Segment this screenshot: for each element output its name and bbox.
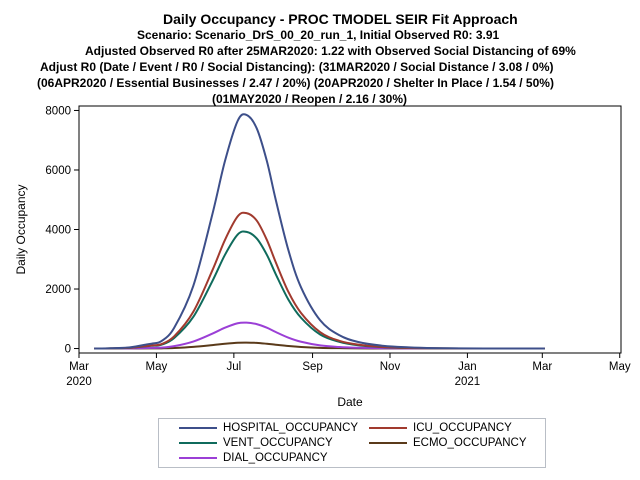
chart-subtitle-adjust-r0: Adjust R0 (Date / Event / R0 / Social Di… [40, 60, 554, 74]
legend-item-ecmo: ECMO_OCCUPANCY [369, 437, 527, 449]
x-tick-sublabel: 2020 [66, 376, 92, 388]
legend-swatch-vent [179, 442, 217, 444]
x-axis-label: Date [337, 395, 363, 409]
x-tick-label: May [146, 361, 168, 373]
x-tick-label: Mar [532, 361, 552, 373]
x-tick-label: Nov [380, 361, 401, 373]
legend-item-dial: DIAL_OCCUPANCY [179, 452, 328, 464]
x-tick-label: Sep [302, 361, 322, 373]
legend-swatch-dial [179, 457, 217, 459]
legend-label-vent: VENT_OCCUPANCY [223, 437, 333, 449]
y-tick-label: 4000 [45, 225, 71, 237]
legend-label-ecmo: ECMO_OCCUPANCY [413, 437, 527, 449]
x-tick-label: May [609, 361, 631, 373]
series-line-icu-occupancy [94, 211, 545, 350]
x-tick-label: Mar [69, 361, 89, 373]
y-tick-label: 0 [65, 344, 71, 356]
legend-label-icu: ICU_OCCUPANCY [413, 422, 512, 434]
legend-swatch-icu [369, 427, 407, 429]
legend-item-icu: ICU_OCCUPANCY [369, 422, 512, 434]
chart-subtitle-scenario: Scenario: Scenario_DrS_00_20_run_1, Init… [137, 28, 500, 42]
x-tick-label: Jul [227, 361, 242, 373]
chart-subtitle-events: (06APR2020 / Essential Businesses / 2.47… [37, 76, 554, 90]
legend-item-hospital: HOSPITAL_OCCUPANCY [179, 422, 358, 434]
chart-title: Daily Occupancy - PROC TMODEL SEIR Fit A… [163, 11, 518, 27]
legend-item-vent: VENT_OCCUPANCY [179, 437, 333, 449]
chart-subtitle-reopen: (01MAY2020 / Reopen / 2.16 / 30%) [212, 92, 407, 106]
x-tick-sublabel: 2021 [455, 376, 481, 388]
y-axis-label: Daily Occupancy [14, 184, 28, 274]
chart-legend: HOSPITAL_OCCUPANCY ICU_OCCUPANCY VENT_OC… [158, 418, 546, 468]
y-tick-label: 8000 [45, 105, 71, 117]
x-tick-label: Jan [458, 361, 477, 373]
plot-frame [78, 105, 622, 354]
chart-subtitle-adjusted-r0: Adjusted Observed R0 after 25MAR2020: 1.… [85, 44, 576, 58]
legend-swatch-ecmo [369, 442, 407, 444]
legend-label-dial: DIAL_OCCUPANCY [223, 452, 328, 464]
y-tick-label: 6000 [45, 165, 71, 177]
legend-swatch-hospital [179, 427, 217, 429]
legend-label-hospital: HOSPITAL_OCCUPANCY [223, 422, 359, 434]
y-tick-label: 2000 [45, 284, 71, 296]
series-line-hospital-occupancy [94, 113, 545, 350]
